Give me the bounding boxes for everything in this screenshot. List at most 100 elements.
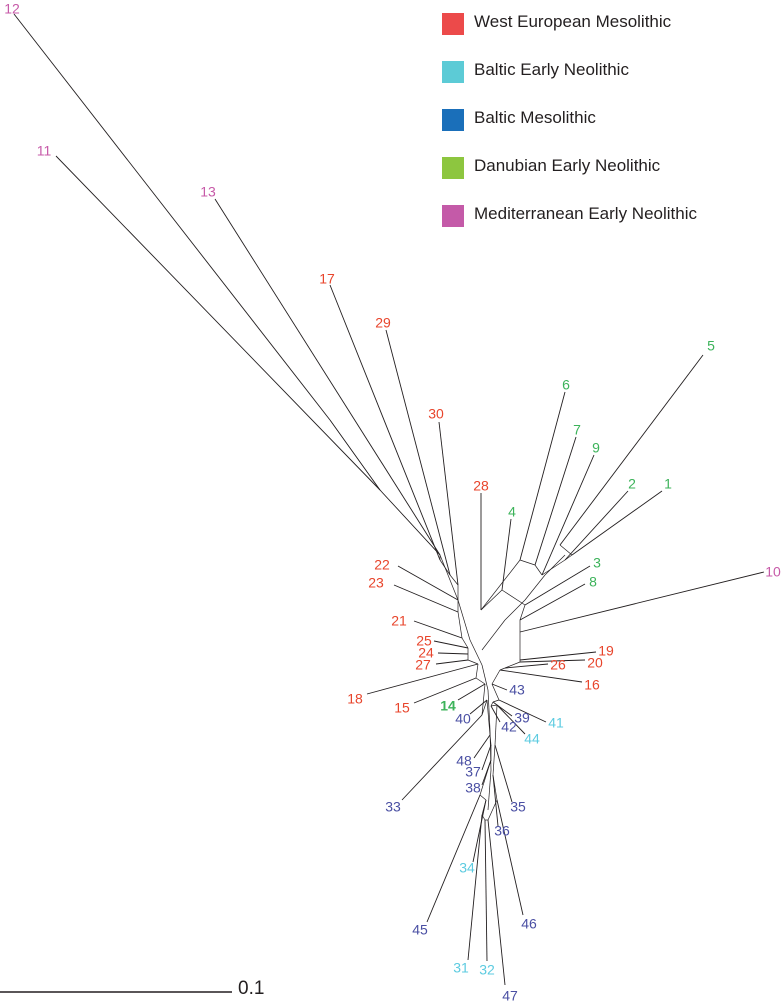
branch-35 xyxy=(494,744,513,803)
branch-1 xyxy=(571,490,663,556)
leaf-label-3: 3 xyxy=(593,555,601,571)
reticulation-edge xyxy=(559,544,573,556)
branch-42 xyxy=(490,705,501,723)
reticulation-edge xyxy=(475,677,486,685)
legend-label: Danubian Early Neolithic xyxy=(474,156,661,175)
leaf-label-7: 7 xyxy=(573,422,581,438)
central-spine xyxy=(489,729,492,771)
reticulation-edge xyxy=(487,799,498,821)
leaf-label-39: 39 xyxy=(514,710,530,726)
leaf-label-46: 46 xyxy=(521,916,537,932)
leaf-label-29: 29 xyxy=(375,315,391,331)
leaf-label-42: 42 xyxy=(501,719,517,735)
branch-3 xyxy=(524,565,591,606)
leaf-label-33: 33 xyxy=(385,799,401,815)
branch-29 xyxy=(385,329,451,576)
reticulation-edge xyxy=(486,699,491,736)
reticulation-edge xyxy=(501,589,526,606)
leaf-label-4: 4 xyxy=(508,504,516,520)
legend-label: West European Mesolithic xyxy=(474,12,672,31)
reticulation-edge xyxy=(491,669,501,685)
branch-43 xyxy=(491,683,508,691)
leaf-label-10: 10 xyxy=(765,564,781,580)
leaf-label-23: 23 xyxy=(368,575,384,591)
leaf-label-44: 44 xyxy=(524,731,540,747)
leaf-label-15: 15 xyxy=(394,700,410,716)
leaf-labels: 1211131017293028222321252427181519202616… xyxy=(4,1,781,1001)
reticulation-edge xyxy=(467,659,479,665)
leaf-label-36: 36 xyxy=(494,823,510,839)
branch-15 xyxy=(413,677,477,704)
reticulation-edge xyxy=(519,559,536,566)
scale-bar-label: 0.1 xyxy=(238,978,265,999)
reticulation-edge xyxy=(481,814,486,821)
reticulation-edge xyxy=(479,759,492,796)
branch-2 xyxy=(564,490,629,561)
branch-48 xyxy=(473,734,491,759)
reticulation-edge xyxy=(534,564,543,576)
danubian-arm xyxy=(544,554,566,576)
reticulation-edge xyxy=(504,661,521,669)
branch-18 xyxy=(366,663,479,695)
danubian-arm xyxy=(481,619,506,651)
legend-swatch xyxy=(442,13,464,35)
leaf-label-48: 48 xyxy=(456,753,472,769)
legend-swatch xyxy=(442,61,464,83)
legend-label: Baltic Early Neolithic xyxy=(474,60,629,79)
branch-40 xyxy=(469,699,488,715)
reticulation-edge xyxy=(490,704,498,707)
branch-21 xyxy=(413,620,463,639)
branch-8 xyxy=(519,583,586,621)
reticulation-edge xyxy=(490,701,494,707)
leaf-label-24: 24 xyxy=(418,645,434,661)
reticulation-edge xyxy=(457,611,463,639)
danubian-arm xyxy=(504,599,526,621)
leaf-label-1: 1 xyxy=(664,476,672,492)
leaf-label-5: 5 xyxy=(707,338,715,354)
branch-36 xyxy=(492,774,499,827)
reticulation-edge xyxy=(475,663,479,679)
branch-14 xyxy=(457,683,486,701)
reticulation-edge xyxy=(479,794,487,801)
danubian-arm xyxy=(524,574,546,601)
reticulation-edge xyxy=(494,704,498,746)
central-spine xyxy=(481,664,489,691)
branch-24 xyxy=(437,652,469,655)
branch-5 xyxy=(559,354,704,546)
branch-16 xyxy=(499,669,583,683)
reticulation-edge xyxy=(480,589,503,611)
branch-45 xyxy=(426,794,481,923)
branch-20 xyxy=(519,659,586,663)
leaf-label-45: 45 xyxy=(412,922,428,938)
leaf-label-37: 37 xyxy=(465,764,481,780)
reticulation-edge xyxy=(449,574,459,586)
leaf-label-34: 34 xyxy=(459,860,475,876)
legend-swatch xyxy=(442,205,464,227)
branch-44 xyxy=(496,704,526,735)
leaf-label-41: 41 xyxy=(548,715,564,731)
reticulation-edge xyxy=(481,799,487,816)
leaf-label-21: 21 xyxy=(391,613,407,629)
central-spine xyxy=(487,689,491,731)
leaf-label-40: 40 xyxy=(455,711,471,727)
leaf-label-19: 19 xyxy=(598,643,614,659)
leaf-label-17: 17 xyxy=(319,271,335,287)
branch-13 xyxy=(214,198,441,556)
branch-4 xyxy=(501,518,512,591)
network-reticulation xyxy=(329,419,573,821)
central-spine xyxy=(469,639,483,666)
branch-33 xyxy=(401,714,483,801)
branch-11 xyxy=(55,155,381,491)
leaf-label-6: 6 xyxy=(562,377,570,393)
leaf-label-43: 43 xyxy=(509,682,525,698)
leaf-label-47: 47 xyxy=(502,988,518,1001)
branch-41 xyxy=(498,699,547,723)
leaf-label-28: 28 xyxy=(473,478,489,494)
leaf-label-14: 14 xyxy=(440,698,456,714)
branch-26 xyxy=(504,663,549,669)
branch-12 xyxy=(13,13,331,421)
reticulation-edge xyxy=(492,744,496,776)
reticulation-edge xyxy=(491,683,500,701)
legend-label: Baltic Mesolithic xyxy=(474,108,596,127)
